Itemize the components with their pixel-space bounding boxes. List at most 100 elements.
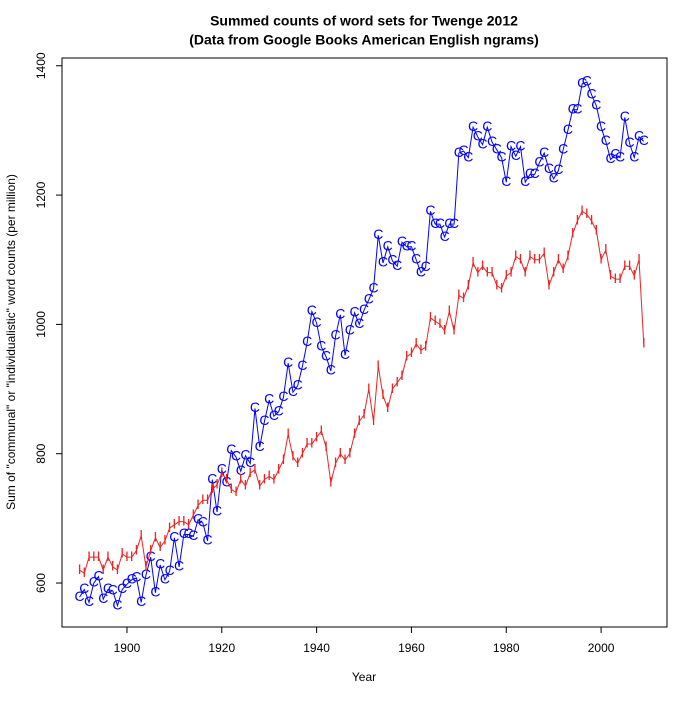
plot-frame — [61, 57, 668, 628]
point-marker: I — [575, 212, 579, 228]
point-marker: I — [116, 561, 120, 577]
point-marker: I — [338, 444, 342, 460]
point-marker: I — [452, 322, 456, 338]
point-marker: C — [160, 571, 170, 587]
point-marker: I — [566, 247, 570, 263]
point-marker: I — [391, 380, 395, 396]
point-marker: I — [400, 367, 404, 383]
point-marker: I — [277, 461, 281, 477]
point-marker: C — [283, 354, 293, 370]
point-marker: C — [425, 202, 435, 218]
x-tick-label: 1980 — [493, 641, 520, 655]
point-marker: I — [623, 257, 627, 273]
x-tick-label: 1900 — [114, 641, 141, 655]
x-tick-label: 1960 — [398, 641, 425, 655]
point-marker: C — [226, 441, 236, 457]
point-marker: C — [217, 461, 227, 477]
point-marker: I — [409, 344, 413, 360]
point-marker: I — [101, 561, 105, 577]
point-marker: I — [632, 267, 636, 283]
point-marker: I — [414, 334, 418, 350]
point-marker: C — [397, 233, 407, 249]
point-marker: I — [590, 212, 594, 228]
series-line — [79, 81, 645, 608]
point-marker: I — [618, 270, 622, 286]
point-marker: I — [556, 250, 560, 266]
point-marker: I — [604, 241, 608, 257]
point-marker: C — [501, 173, 511, 189]
point-marker: I — [485, 263, 489, 279]
point-marker: I — [139, 527, 143, 543]
x-tick-label: 2000 — [588, 641, 615, 655]
point-marker: C — [468, 118, 478, 134]
point-marker: C — [610, 146, 620, 162]
point-marker: I — [315, 428, 319, 444]
point-marker: C — [482, 118, 492, 134]
point-marker: C — [568, 100, 578, 116]
point-marker: I — [82, 564, 86, 580]
point-marker: C — [188, 527, 198, 543]
point-marker: C — [492, 141, 502, 157]
x-tick-label: 1940 — [303, 641, 330, 655]
point-marker: I — [106, 548, 110, 564]
point-marker: I — [419, 341, 423, 357]
point-marker: C — [572, 100, 582, 116]
point-marker: I — [376, 357, 380, 373]
point-marker: I — [609, 267, 613, 283]
point-marker: I — [220, 464, 224, 480]
point-marker: I — [561, 260, 565, 276]
point-marker: I — [310, 435, 314, 451]
point-marker: I — [481, 257, 485, 273]
point-marker: C — [236, 462, 246, 478]
point-marker: C — [615, 148, 625, 164]
point-marker: I — [182, 512, 186, 528]
point-marker: C — [84, 593, 94, 609]
y-tick-label: 800 — [34, 443, 48, 463]
point-marker: C — [406, 238, 416, 254]
point-marker: I — [523, 263, 527, 279]
point-marker: I — [637, 250, 641, 266]
point-marker: C — [117, 580, 127, 596]
point-marker: I — [462, 289, 466, 305]
point-marker: I — [87, 548, 91, 564]
point-marker: C — [639, 132, 649, 148]
point-marker: C — [387, 252, 397, 268]
point-marker: C — [245, 454, 255, 470]
point-marker: C — [340, 346, 350, 362]
point-marker: C — [212, 503, 222, 519]
point-marker: I — [428, 309, 432, 325]
point-marker: C — [473, 128, 483, 144]
point-marker: I — [215, 475, 219, 491]
point-marker: C — [435, 215, 445, 231]
point-marker: I — [239, 470, 243, 486]
y-axis-label: Sum of "communal" or "individualistic" w… — [4, 174, 18, 510]
point-marker: C — [146, 548, 156, 564]
x-tick-label: 1920 — [208, 641, 235, 655]
point-marker: C — [591, 97, 601, 113]
y-tick-label: 1200 — [34, 181, 48, 208]
point-marker: I — [500, 280, 504, 296]
point-marker: I — [353, 425, 357, 441]
point-marker: I — [258, 477, 262, 493]
point-marker: I — [144, 558, 148, 574]
point-marker: I — [580, 202, 584, 218]
point-marker: C — [288, 383, 298, 399]
point-marker: C — [553, 161, 563, 177]
point-marker: I — [509, 263, 513, 279]
point-marker: C — [103, 580, 113, 596]
point-marker: I — [443, 322, 447, 338]
point-marker: I — [158, 538, 162, 554]
point-marker: C — [131, 569, 141, 585]
point-marker: C — [582, 73, 592, 89]
point-marker: I — [111, 558, 115, 574]
point-marker: I — [191, 506, 195, 522]
point-marker: C — [127, 571, 137, 587]
point-marker: I — [153, 528, 157, 544]
point-marker: C — [544, 160, 554, 176]
point-marker: C — [321, 347, 331, 363]
point-marker: C — [416, 263, 426, 279]
point-marker: I — [519, 250, 523, 266]
point-marker: C — [174, 558, 184, 574]
point-marker: C — [515, 137, 525, 153]
point-marker: C — [463, 148, 473, 164]
